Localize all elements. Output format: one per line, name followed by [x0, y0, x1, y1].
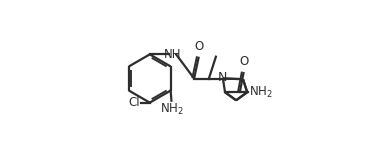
Text: NH$_2$: NH$_2$	[160, 102, 183, 117]
Text: O: O	[239, 55, 248, 68]
Text: O: O	[194, 40, 203, 53]
Text: NH$_2$: NH$_2$	[249, 85, 273, 100]
Text: Cl: Cl	[129, 96, 141, 109]
Text: N: N	[218, 71, 228, 84]
Text: NH: NH	[164, 48, 181, 61]
